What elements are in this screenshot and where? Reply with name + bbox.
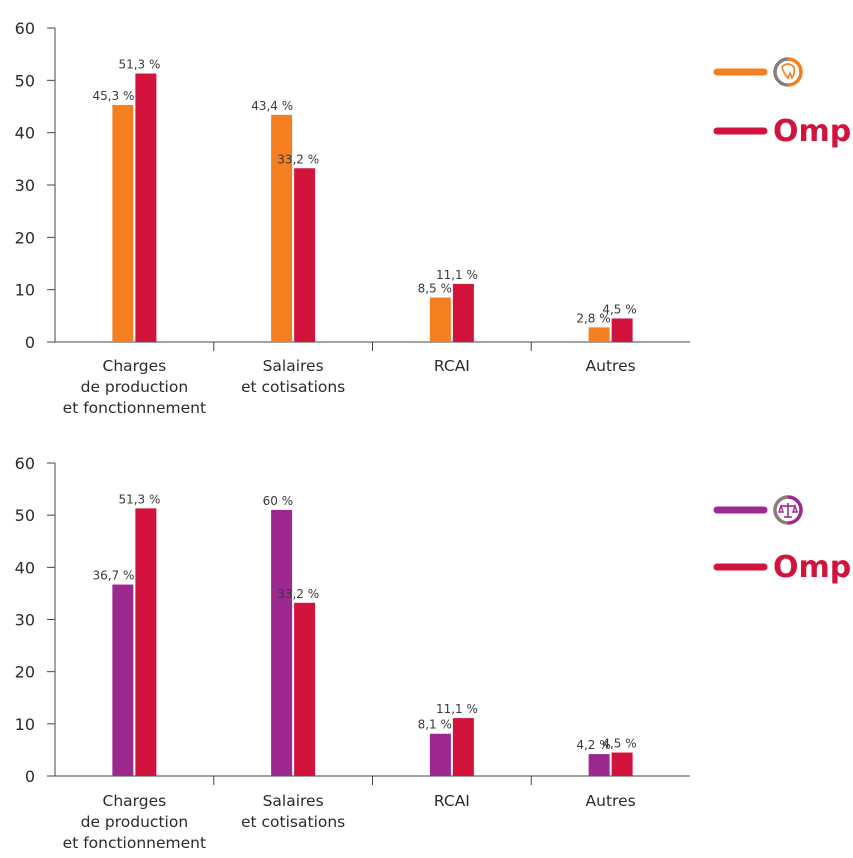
y-tick-label: 50 <box>15 71 35 90</box>
y-tick-label: 20 <box>15 663 35 682</box>
y-tick-label: 0 <box>25 767 35 786</box>
y-tick-label: 40 <box>15 558 35 577</box>
data-label: 33,2 % <box>277 152 319 166</box>
data-label: 4,5 % <box>602 302 636 316</box>
data-label: 33,2 % <box>277 587 319 601</box>
bar <box>271 114 293 342</box>
data-label: 11,1 % <box>436 702 478 716</box>
bar <box>611 752 633 776</box>
chart-2: 0 10 20 30 40 50 60 Charges de production et fonc… <box>15 454 853 852</box>
chart-1: 0 10 20 30 40 50 60 Charges de production et fonc… <box>15 19 853 417</box>
bar <box>429 733 451 776</box>
bar <box>294 168 316 342</box>
data-label: 4,5 % <box>602 737 636 751</box>
category-label: de production <box>81 813 189 831</box>
y-tick-label: 10 <box>15 281 35 300</box>
category-label: RCAI <box>434 792 470 810</box>
y-tick-label: 60 <box>15 19 35 38</box>
bar <box>294 602 316 776</box>
bar <box>112 104 134 343</box>
data-label: 51,3 % <box>118 58 160 72</box>
data-label: 11,1 % <box>436 268 478 282</box>
y-tick-label: 60 <box>15 454 35 473</box>
bar <box>588 754 610 776</box>
ompl-logo: Ompl <box>773 550 853 585</box>
bar <box>135 508 157 776</box>
bar <box>112 584 134 776</box>
bar <box>452 283 474 342</box>
dental-tooth-icon <box>773 57 803 87</box>
category-label: et fonctionnement <box>63 399 206 417</box>
data-label: 36,7 % <box>92 569 134 583</box>
y-tick-label: 50 <box>15 506 35 525</box>
data-label: 60 % <box>263 494 294 508</box>
y-tick-label: 0 <box>25 333 35 352</box>
y-tick-label: 10 <box>15 715 35 734</box>
y-tick-label: 30 <box>15 611 35 630</box>
ompl-logo: Ompl <box>773 114 853 149</box>
data-label: 2,8 % <box>576 311 610 325</box>
category-label: et cotisations <box>241 813 345 831</box>
bar <box>429 297 451 342</box>
data-label: 45,3 % <box>92 89 134 103</box>
data-label: 8,5 % <box>418 282 452 296</box>
data-label: 43,4 % <box>251 99 293 113</box>
y-tick-label: 40 <box>15 124 35 143</box>
y-tick-label: 30 <box>15 176 35 195</box>
bar <box>611 318 633 342</box>
data-label: 51,3 % <box>118 492 160 506</box>
category-label: et fonctionnement <box>63 834 206 852</box>
category-label: Autres <box>586 357 636 375</box>
y-tick-label: 20 <box>15 228 35 247</box>
category-label: de production <box>81 378 189 396</box>
category-label: Autres <box>586 792 636 810</box>
data-label: 8,1 % <box>418 718 452 732</box>
category-label: Salaires <box>263 357 324 375</box>
category-label: Charges <box>103 792 167 810</box>
justice-scales-icon <box>773 495 803 525</box>
category-label: Salaires <box>263 792 324 810</box>
bar <box>271 509 293 776</box>
bar <box>588 327 610 342</box>
data-label: 4,2 % <box>576 738 610 752</box>
bar <box>135 73 157 342</box>
category-label: RCAI <box>434 357 470 375</box>
category-label: et cotisations <box>241 378 345 396</box>
category-label: Charges <box>103 357 167 375</box>
bar <box>452 718 474 776</box>
